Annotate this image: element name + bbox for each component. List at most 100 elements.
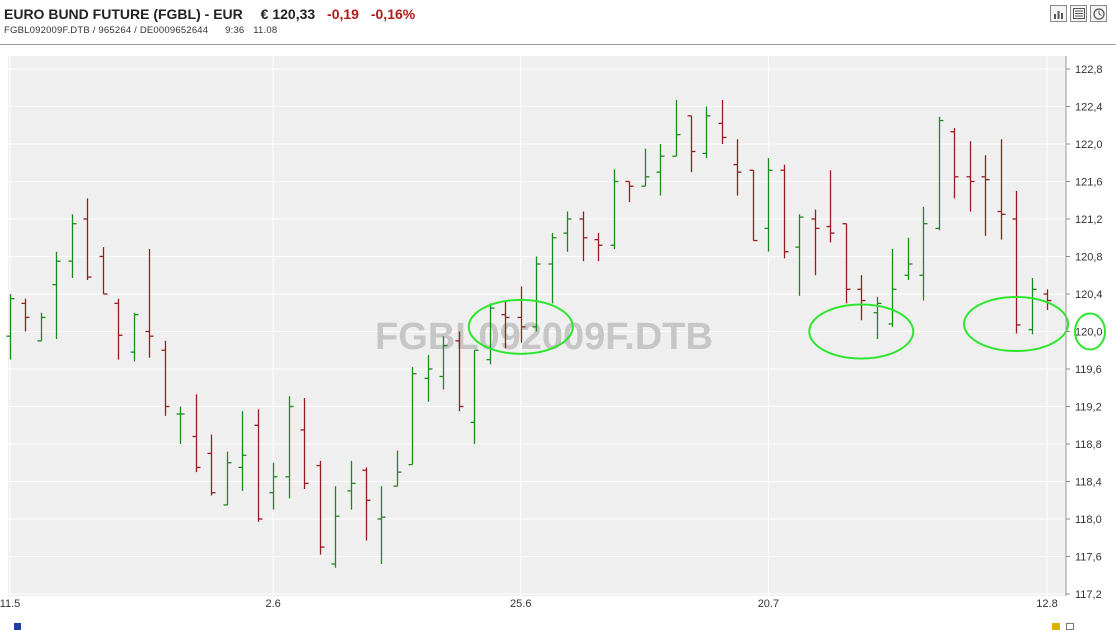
ohlc-bar <box>981 155 990 236</box>
ohlc-bar <box>966 141 975 212</box>
y-tick-label: 119,2 <box>1075 402 1102 414</box>
ohlc-bar <box>795 214 804 296</box>
ohlc-bar <box>285 396 294 499</box>
ohlc-bar <box>486 303 495 365</box>
ohlc-bar <box>68 214 77 279</box>
ohlc-bar <box>316 460 325 555</box>
ohlc-bar <box>145 249 154 358</box>
ohlc-bar <box>377 486 386 564</box>
ohlc-bar <box>37 312 46 342</box>
chart-header: EURO BUND FUTURE (FGBL) - EUR € 120,33 -… <box>0 0 1116 45</box>
ohlc-bar <box>254 409 263 522</box>
ohlc-bar <box>331 486 340 568</box>
ohlc-bar <box>114 298 123 360</box>
ohlc-bar <box>408 367 417 466</box>
y-tick-label: 117,2 <box>1075 589 1102 601</box>
quote-line: EURO BUND FUTURE (FGBL) - EUR € 120,33 -… <box>4 6 415 22</box>
ohlc-bar <box>52 251 61 339</box>
ohlc-bar <box>733 139 742 196</box>
ohlc-bar <box>21 298 30 332</box>
y-tick-label: 122,4 <box>1075 102 1103 114</box>
ohlc-bar <box>594 233 603 262</box>
ohlc-bar <box>888 249 897 327</box>
y-tick-label: 118,4 <box>1075 477 1102 489</box>
ohlc-bar <box>300 398 309 489</box>
x-tick-label: 25.6 <box>510 598 531 610</box>
ohlc-bar <box>347 460 356 510</box>
highlight-ellipse <box>1074 312 1106 351</box>
ohlc-bar <box>501 301 510 349</box>
ohlc-bar <box>161 340 170 416</box>
ohlc-bar <box>269 462 278 510</box>
highlight-ellipse <box>808 303 915 360</box>
ohlc-bar <box>6 294 15 360</box>
bar-chart-icon[interactable] <box>1050 5 1067 22</box>
ohlc-bar <box>130 312 139 362</box>
y-tick-label: 118,0 <box>1075 514 1102 526</box>
y-tick-label: 120,8 <box>1075 252 1103 264</box>
ohlc-bar <box>935 116 944 231</box>
ohlc-bar <box>470 349 479 444</box>
change-absolute: -0,19 <box>327 6 359 22</box>
ohlc-bar <box>517 286 526 343</box>
ohlc-bar <box>811 209 820 276</box>
ohlc-bar <box>672 99 681 157</box>
clock-icon[interactable] <box>1090 5 1107 22</box>
ohlc-bar <box>563 211 572 252</box>
ohlc-bar <box>997 139 1006 240</box>
footer-icon-yellow[interactable] <box>1052 623 1060 630</box>
instrument-codes-line: FGBL092009F.DTB / 965264 / DE0009652644 … <box>4 25 277 36</box>
ohlc-bar <box>950 128 959 199</box>
ohlc-bar <box>176 406 185 444</box>
ohlc-bar <box>718 99 727 144</box>
ohlc-bar <box>687 115 696 173</box>
instrument-name: EURO BUND FUTURE (FGBL) - EUR <box>4 6 243 22</box>
ohlc-bar <box>702 106 711 159</box>
ohlc-bar <box>192 394 201 473</box>
ohlc-bar <box>904 237 913 280</box>
y-tick-label: 117,6 <box>1075 552 1102 564</box>
ohlc-bar <box>826 170 835 243</box>
x-tick-label: 12.8 <box>1036 598 1057 610</box>
ohlc-bar <box>919 206 928 301</box>
ohlc-bar <box>641 148 650 187</box>
ohlc-bar <box>1012 190 1021 334</box>
quote-date: 11.08 <box>253 25 278 36</box>
ohlc-bar <box>439 336 448 390</box>
ohlc-bar <box>424 354 433 402</box>
highlight-ellipse <box>963 296 1070 352</box>
ohlc-bar <box>99 247 108 295</box>
ohlc-bar <box>656 144 665 196</box>
ohlc-bar <box>579 211 588 262</box>
y-tick-label: 121,2 <box>1075 214 1103 226</box>
instrument-codes: FGBL092009F.DTB / 965264 / DE0009652644 <box>4 25 209 36</box>
y-tick-label: 120,0 <box>1075 327 1103 339</box>
ohlc-bar <box>548 233 557 304</box>
ohlc-bar <box>223 451 232 506</box>
highlight-ellipse <box>467 298 574 355</box>
change-percent: -0,16% <box>370 6 416 22</box>
y-tick-label: 119,6 <box>1075 364 1102 376</box>
ohlc-bar <box>764 158 773 252</box>
ohlc-bar <box>780 164 789 259</box>
y-tick-label: 118,8 <box>1075 439 1102 451</box>
ohlc-bar <box>1028 278 1037 335</box>
y-tick-label: 122,8 <box>1075 64 1103 76</box>
quote-time: 9:36 <box>225 25 245 36</box>
ohlc-bar <box>873 296 882 339</box>
ohlc-bar <box>455 331 464 412</box>
chart-footer <box>0 621 1116 630</box>
ohlc-bar <box>625 180 634 203</box>
last-price: € 120,33 <box>260 6 316 22</box>
ohlc-bar <box>842 223 851 304</box>
ohlc-bar <box>83 198 92 280</box>
header-separator <box>0 44 1116 45</box>
x-tick-label: 20.7 <box>758 598 779 610</box>
ohlc-bar <box>362 467 371 541</box>
legend-swatch <box>14 623 21 630</box>
news-icon[interactable] <box>1070 5 1087 22</box>
ohlc-bar <box>610 169 619 249</box>
x-tick-label: 2.6 <box>265 598 280 610</box>
ohlc-bar <box>238 411 247 491</box>
